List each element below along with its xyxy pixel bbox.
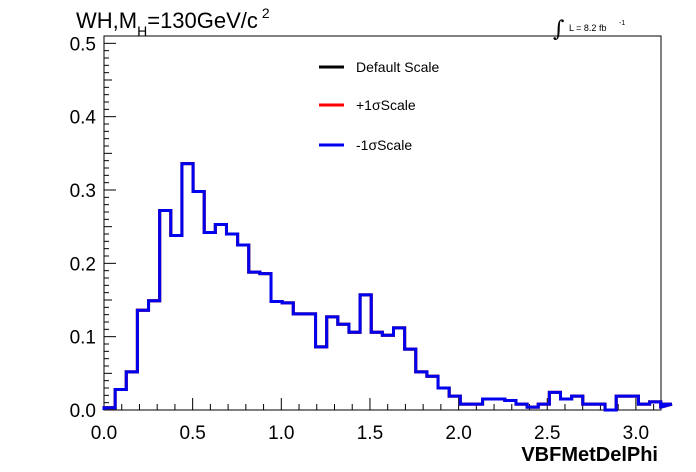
y-tick-label: 0.5: [70, 34, 96, 55]
y-axis: 0.0 0.1 0.2 0.3 0.4 0.5: [70, 34, 116, 422]
y-tick-label: 0.0: [70, 401, 96, 422]
integral-sign: ∫: [553, 17, 565, 42]
legend-label-minus-sigma: -1σScale: [356, 137, 412, 153]
x-tick-label: 0.5: [179, 423, 205, 444]
x-axis: 0.0 0.5 1.0 1.5 2.0 2.5 3.0: [91, 398, 655, 444]
title-suffix: =130GeV/c: [147, 8, 258, 33]
y-tick-label: 0.2: [70, 254, 96, 275]
y-tick-label: 0.1: [70, 328, 96, 349]
legend-item-plus-sigma: +1σScale: [319, 97, 416, 113]
x-tick-label: 0.0: [91, 423, 117, 444]
x-tick-label: 2.5: [534, 423, 560, 444]
title-superscript: 2: [262, 5, 270, 21]
title-subscript: H: [137, 23, 147, 39]
plot-frame: [103, 35, 662, 411]
luminosity-text: L = 8.2 fb: [569, 23, 606, 33]
legend: Default Scale +1σScale -1σScale: [319, 59, 439, 153]
x-tick-label: 1.0: [268, 423, 294, 444]
x-tick-label: 1.5: [357, 423, 383, 444]
x-tick-label: 2.0: [445, 423, 471, 444]
y-tick-label: 0.4: [70, 108, 97, 129]
title-prefix: WH,M: [76, 8, 137, 33]
series-line-0: [102, 162, 673, 412]
luminosity-exponent: -1: [619, 20, 625, 27]
x-tick-label: 3.0: [623, 423, 649, 444]
legend-item-default: Default Scale: [319, 59, 439, 75]
y-tick-label: 0.3: [70, 181, 96, 202]
chart-title: WH,MH=130GeV/c 2: [76, 5, 270, 39]
legend-label-default: Default Scale: [356, 59, 439, 75]
series-group: [102, 162, 673, 412]
legend-label-plus-sigma: +1σScale: [356, 97, 416, 113]
series-line-2: [102, 162, 673, 412]
legend-item-minus-sigma: -1σScale: [319, 137, 412, 153]
series-line-1: [102, 162, 673, 412]
luminosity-label: ∫ L = 8.2 fb -1: [553, 17, 625, 42]
x-axis-label: VBFMetDelPhi: [521, 444, 658, 466]
